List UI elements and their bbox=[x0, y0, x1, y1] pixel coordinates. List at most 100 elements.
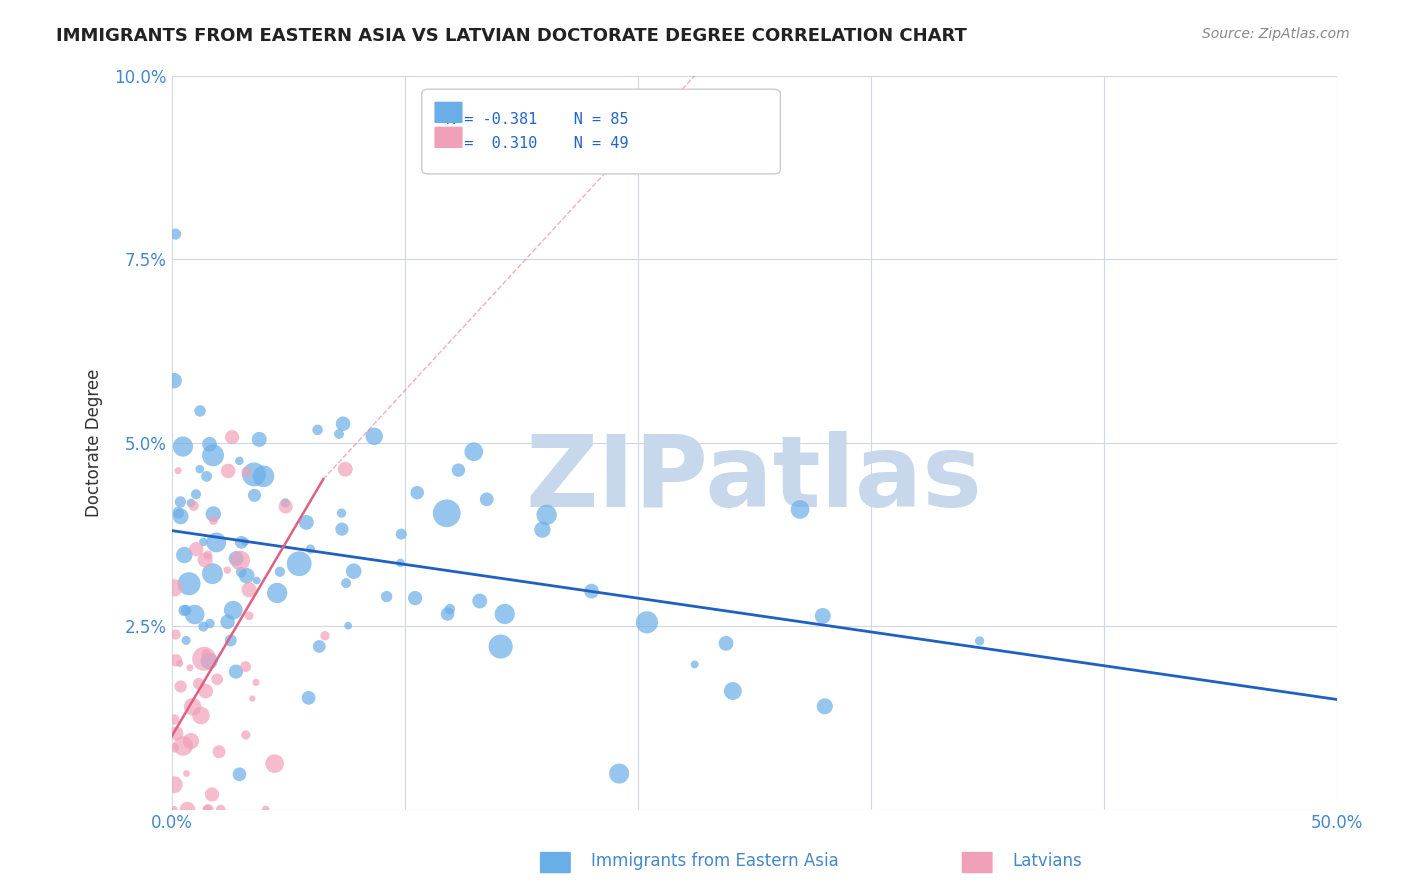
Point bbox=[307, 423, 329, 437]
Point bbox=[163, 803, 186, 817]
Point bbox=[243, 488, 266, 502]
Point bbox=[295, 516, 318, 530]
Point bbox=[314, 629, 336, 643]
Point bbox=[252, 469, 274, 483]
Text: Source: ZipAtlas.com: Source: ZipAtlas.com bbox=[1202, 27, 1350, 41]
Point bbox=[179, 661, 201, 675]
Point bbox=[184, 487, 207, 501]
Point bbox=[246, 574, 269, 588]
Point bbox=[243, 467, 266, 482]
Point bbox=[183, 499, 205, 513]
Point bbox=[193, 534, 215, 549]
Point bbox=[172, 440, 194, 454]
Point bbox=[217, 615, 239, 629]
Point bbox=[202, 448, 225, 462]
Point bbox=[169, 509, 191, 524]
Point bbox=[330, 522, 353, 536]
Point bbox=[201, 566, 224, 581]
Point bbox=[231, 565, 253, 579]
Point bbox=[363, 429, 385, 443]
Text: Immigrants from Eastern Asia: Immigrants from Eastern Asia bbox=[591, 852, 838, 870]
Point bbox=[274, 500, 297, 514]
Point bbox=[494, 607, 516, 621]
Point bbox=[174, 633, 197, 648]
Point bbox=[814, 699, 837, 714]
Point bbox=[288, 557, 311, 571]
Point bbox=[308, 640, 330, 654]
Point bbox=[163, 374, 186, 388]
Point bbox=[169, 657, 191, 671]
Point bbox=[163, 713, 186, 727]
Point bbox=[195, 469, 218, 483]
Point bbox=[208, 745, 231, 759]
Point bbox=[180, 496, 202, 510]
Point bbox=[254, 803, 277, 817]
Point bbox=[198, 437, 221, 451]
Point bbox=[180, 734, 202, 748]
Point bbox=[463, 444, 485, 458]
Point bbox=[198, 616, 221, 631]
Point bbox=[217, 464, 239, 478]
Point bbox=[231, 535, 253, 549]
Point bbox=[328, 427, 350, 442]
Point bbox=[247, 433, 270, 447]
Point bbox=[335, 576, 357, 591]
Point bbox=[172, 739, 194, 753]
Point bbox=[205, 673, 228, 687]
Point bbox=[169, 495, 191, 509]
Point bbox=[375, 590, 398, 604]
Point bbox=[177, 576, 200, 591]
Point bbox=[240, 691, 263, 706]
Point bbox=[217, 563, 239, 577]
Text: IMMIGRANTS FROM EASTERN ASIA VS LATVIAN DOCTORATE DEGREE CORRELATION CHART: IMMIGRANTS FROM EASTERN ASIA VS LATVIAN … bbox=[56, 27, 967, 45]
Point bbox=[190, 708, 212, 723]
Point bbox=[235, 659, 257, 673]
Point bbox=[221, 430, 243, 444]
Text: Latvians: Latvians bbox=[1012, 852, 1083, 870]
Point bbox=[581, 584, 603, 599]
Point bbox=[188, 462, 211, 476]
Point bbox=[811, 609, 834, 624]
Point bbox=[228, 767, 250, 781]
Point bbox=[194, 553, 217, 567]
Point bbox=[197, 548, 219, 562]
Point bbox=[389, 527, 412, 541]
Point bbox=[969, 634, 991, 648]
Point bbox=[194, 684, 217, 698]
Point bbox=[169, 680, 191, 694]
Point bbox=[531, 523, 554, 537]
Point bbox=[176, 803, 198, 817]
Point bbox=[193, 652, 215, 666]
Point bbox=[229, 553, 252, 567]
Point bbox=[439, 602, 461, 616]
Text: R = -0.381    N = 85: R = -0.381 N = 85 bbox=[446, 112, 628, 127]
Point bbox=[436, 607, 458, 621]
Point bbox=[389, 556, 412, 570]
Point bbox=[721, 684, 744, 698]
Point bbox=[195, 647, 218, 661]
Point bbox=[235, 568, 257, 582]
Point bbox=[173, 603, 195, 617]
Point bbox=[475, 492, 498, 507]
Point bbox=[238, 608, 260, 623]
Point bbox=[238, 582, 260, 597]
Point bbox=[263, 756, 285, 771]
Point bbox=[174, 603, 197, 617]
Point bbox=[404, 591, 426, 605]
Point bbox=[195, 803, 218, 817]
Point bbox=[181, 699, 204, 714]
Point bbox=[266, 586, 288, 600]
Point bbox=[436, 506, 458, 520]
Point bbox=[330, 506, 353, 520]
Point bbox=[297, 690, 319, 705]
Point bbox=[209, 803, 232, 817]
Point bbox=[198, 654, 221, 668]
Point bbox=[202, 507, 225, 521]
Point bbox=[269, 565, 291, 579]
Point bbox=[536, 508, 558, 522]
Point bbox=[205, 535, 228, 549]
Point bbox=[789, 502, 811, 516]
Point bbox=[683, 657, 706, 672]
Point bbox=[163, 581, 186, 595]
Point bbox=[335, 462, 357, 476]
